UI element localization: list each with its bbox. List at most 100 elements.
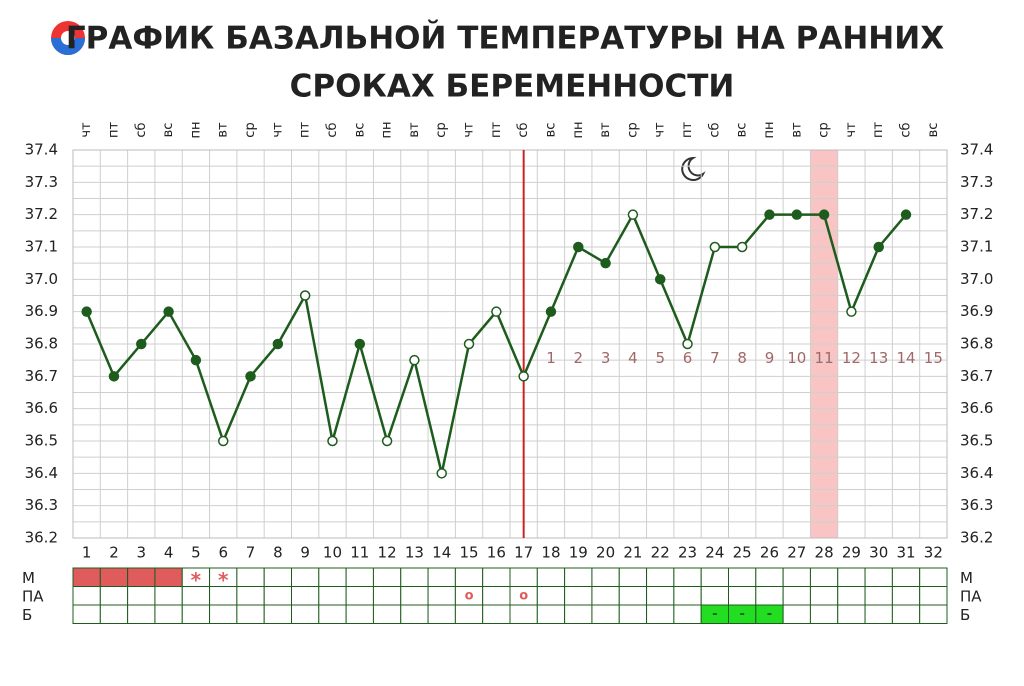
x-tick-label: 16 <box>487 544 506 562</box>
table-cell <box>646 586 675 606</box>
table-cell <box>263 586 292 606</box>
table-cell <box>536 604 566 624</box>
x-tick-label: 24 <box>705 544 724 562</box>
table-cell <box>564 604 593 624</box>
table-cell <box>509 567 538 587</box>
pregnancy-day-label: 5 <box>655 349 665 367</box>
temperature-point <box>108 371 120 382</box>
temperature-point <box>873 241 884 253</box>
table-cell <box>236 586 265 606</box>
row-label: М <box>22 569 35 587</box>
table-cell <box>755 586 784 606</box>
temperature-point <box>654 274 666 285</box>
pregnancy-day-label: 8 <box>737 349 747 367</box>
logo <box>51 21 85 55</box>
cell-symbol: - <box>712 607 717 622</box>
x-tick-label: 7 <box>246 544 256 562</box>
table-cell <box>263 567 292 587</box>
x-tick-label: 2 <box>109 544 119 562</box>
weekday-label: сб <box>325 122 340 137</box>
chart-title: СРОКАХ БЕРЕМЕННОСТИ <box>290 69 735 105</box>
weekday-label: вт <box>598 122 613 138</box>
temperature-point <box>573 241 584 253</box>
weekday-label: сб <box>707 122 722 137</box>
table-cell <box>591 567 620 587</box>
temperature-point <box>272 338 284 350</box>
table-cell <box>318 567 347 587</box>
table-cell <box>837 586 866 606</box>
table-cell <box>618 604 648 624</box>
table-cell <box>591 604 620 624</box>
y2-tick-label: 37.0 <box>960 270 993 288</box>
weekday-label: пт <box>298 122 313 138</box>
table-cell <box>728 567 757 587</box>
table-cell <box>891 586 921 606</box>
x-tick-label: 15 <box>459 544 478 562</box>
x-tick-label: 32 <box>924 544 943 562</box>
table-cell <box>536 567 566 587</box>
x-tick-label: 17 <box>514 544 533 562</box>
y2-tick-label: 36.9 <box>960 302 993 320</box>
table-cell <box>782 604 811 624</box>
temperature-point <box>436 468 447 479</box>
x-tick-label: 14 <box>432 544 451 562</box>
table-cell <box>427 586 456 606</box>
table-cell <box>618 567 648 587</box>
pregnancy-day-label: 2 <box>574 349 584 367</box>
row-label: ПА <box>22 587 44 605</box>
x-tick-label: 27 <box>787 544 806 562</box>
y-tick-label: 37.4 <box>25 141 58 159</box>
x-tick-label: 26 <box>760 544 779 562</box>
y2-tick-label: 36.2 <box>960 529 993 547</box>
table-cell <box>509 604 538 624</box>
table-cell <box>291 586 320 606</box>
y2-tick-label: 37.3 <box>960 173 993 191</box>
weekday-label: вс <box>735 123 750 138</box>
x-tick-label: 4 <box>164 544 174 562</box>
row-label: М <box>960 569 973 587</box>
table-cell <box>809 604 839 624</box>
temperature-point <box>627 209 639 220</box>
x-tick-label: 18 <box>541 544 560 562</box>
table-cell <box>72 586 101 606</box>
weekday-label: ср <box>243 122 258 137</box>
table-cell <box>400 604 429 624</box>
table-cell <box>345 604 374 624</box>
y-tick-label: 36.7 <box>25 367 58 385</box>
weekday-label: чт <box>79 122 94 138</box>
table-cell <box>181 586 211 606</box>
pregnancy-day-label: 11 <box>815 349 834 367</box>
table-cell <box>919 604 948 624</box>
table-cell <box>564 567 593 587</box>
x-tick-label: 10 <box>323 544 342 562</box>
table-cell <box>673 586 702 606</box>
x-tick-label: 29 <box>842 544 861 562</box>
pregnancy-day-label: 1 <box>546 349 556 367</box>
table-cell <box>154 567 183 587</box>
temperature-point <box>709 241 721 253</box>
y2-tick-label: 36.7 <box>960 367 993 385</box>
y-tick-label: 36.9 <box>25 302 58 320</box>
weekday-label: пт <box>106 122 121 138</box>
table-cell <box>591 586 620 606</box>
table-cell <box>154 586 183 606</box>
pregnancy-day-label: 3 <box>601 349 611 367</box>
y2-tick-label: 37.4 <box>960 141 993 159</box>
table-cell <box>891 604 921 624</box>
temperature-point <box>190 354 202 366</box>
table-cell <box>564 586 593 606</box>
temperature-point <box>846 306 857 317</box>
table-cell <box>99 586 129 606</box>
weekday-label: ср <box>817 122 832 137</box>
table-cell <box>782 586 811 606</box>
temperature-point <box>354 338 366 350</box>
x-tick-label: 19 <box>569 544 588 562</box>
table-cell <box>673 604 702 624</box>
row-label: Б <box>960 606 970 624</box>
temperature-point <box>245 371 256 382</box>
table-cell <box>127 586 156 606</box>
temperature-point <box>491 306 502 317</box>
table-cell <box>864 586 893 606</box>
table-cell <box>427 567 456 587</box>
